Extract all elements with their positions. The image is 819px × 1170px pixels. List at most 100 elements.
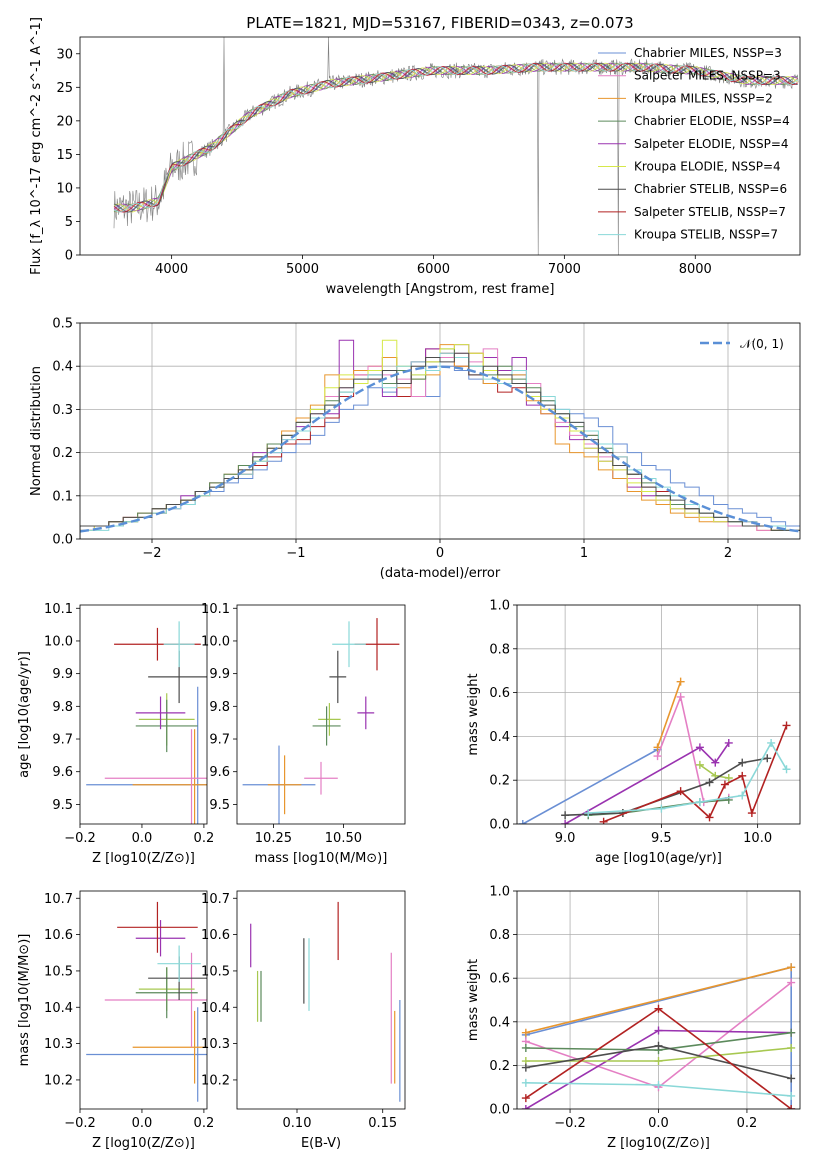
y-tick-label: 0.3 bbox=[52, 403, 73, 418]
mass-weight-line bbox=[603, 725, 788, 823]
mass-weight-marker bbox=[676, 692, 685, 701]
x-axis-label: age [log10(age/yr)] bbox=[595, 851, 722, 866]
x-axis-label: (data-model)/error bbox=[380, 566, 501, 581]
legend-label: Salpeter ELODIE, NSSP=4 bbox=[634, 137, 789, 151]
x-tick-label: 5000 bbox=[286, 262, 319, 277]
mass-weight-marker bbox=[695, 798, 704, 807]
mass-weight-marker bbox=[584, 809, 593, 818]
x-tick-label: 0.15 bbox=[368, 1116, 397, 1131]
y-tick-label: 0.6 bbox=[489, 972, 510, 987]
model-spectrum-line bbox=[113, 62, 798, 213]
legend-label: Chabrier ELODIE, NSSP=4 bbox=[634, 114, 790, 128]
y-tick-label: 0.6 bbox=[489, 686, 510, 701]
mass-weight-vs-metallicity-panel: −0.2 0.0 0.2 0.0 0.2 0.4 0.6 0.8 1.0 Z [log10(Z/Z… bbox=[466, 885, 801, 1151]
mass-weight-marker bbox=[695, 760, 704, 769]
legend-label: 𝒩(0, 1) bbox=[740, 337, 784, 351]
mass-weight-marker bbox=[720, 780, 729, 789]
x-tick-label: 0.2 bbox=[194, 831, 215, 846]
y-tick-label: 10.0 bbox=[44, 634, 73, 649]
y-tick-label: 0.4 bbox=[52, 360, 73, 375]
x-tick-label: 0.2 bbox=[194, 1116, 215, 1131]
mass-weight-marker bbox=[711, 758, 720, 767]
mass-weight-marker bbox=[695, 743, 704, 752]
mass-weight-line bbox=[656, 681, 682, 748]
mass-weight-marker bbox=[521, 1043, 530, 1052]
mass-weight-marker bbox=[654, 1004, 663, 1013]
plot-area bbox=[521, 963, 796, 1109]
y-tick-label: 9.6 bbox=[52, 765, 73, 780]
x-axis-label: Z [log10(Z/Z⊙)] bbox=[607, 1136, 710, 1151]
model-spectrum-line bbox=[113, 62, 798, 213]
y-tick-label: 0.2 bbox=[489, 774, 510, 789]
mass-weight-marker bbox=[521, 1105, 530, 1109]
axes-frame bbox=[79, 322, 801, 540]
age-vs-mass-panel: 10.25 10.50 9.5 9.6 9.7 9.8 9.9 10.0 10.1 mass [l… bbox=[201, 602, 406, 866]
y-tick-label: 20 bbox=[56, 114, 73, 129]
mass-weight-marker bbox=[705, 778, 714, 787]
y-tick-label: 0.1 bbox=[52, 489, 73, 504]
figure-title: PLATE=1821, MJD=53167, FIBERID=0343, z=0… bbox=[246, 14, 633, 32]
y-tick-label: 10.3 bbox=[201, 1037, 230, 1052]
y-tick-label: 9.9 bbox=[52, 667, 73, 682]
model-spectrum-line bbox=[113, 62, 798, 213]
mass-weight-marker bbox=[767, 738, 776, 747]
mass-weight-marker bbox=[705, 813, 714, 822]
y-tick-label: 30 bbox=[56, 47, 73, 62]
y-tick-label: 25 bbox=[56, 81, 73, 96]
model-spectrum-line bbox=[113, 62, 798, 213]
normal-curve bbox=[80, 365, 800, 533]
spectrum-legend: Chabrier MILES, NSSP=3 Salpeter MILES, NS… bbox=[598, 46, 790, 242]
spectrum-panel: 4000 5000 6000 7000 8000 0 5 10 15 20 25 30 waveleng… bbox=[29, 17, 801, 297]
mass-weight-marker bbox=[747, 809, 756, 818]
y-tick-label: 10.1 bbox=[44, 602, 73, 617]
x-tick-label: 0.0 bbox=[132, 831, 153, 846]
mass-weight-line bbox=[564, 742, 730, 824]
y-tick-label: 10.6 bbox=[44, 928, 73, 943]
mass-weight-marker bbox=[738, 791, 747, 800]
y-tick-label: 15 bbox=[56, 148, 73, 163]
x-tick-label: −0.2 bbox=[64, 1116, 96, 1131]
x-tick-label: 10.0 bbox=[743, 831, 772, 846]
mass-weight-marker bbox=[561, 820, 570, 824]
y-tick-label: 10.3 bbox=[44, 1037, 73, 1052]
mass-weight-marker bbox=[787, 1091, 796, 1100]
x-tick-label: 4000 bbox=[155, 262, 188, 277]
y-tick-label: 0.4 bbox=[489, 1015, 510, 1030]
y-tick-label: 9.8 bbox=[52, 700, 73, 715]
mass-weight-line bbox=[525, 966, 792, 1034]
mass-weight-marker bbox=[654, 1081, 663, 1090]
y-axis-label: age [log10(age/yr)] bbox=[17, 651, 32, 778]
mass-weight-line bbox=[588, 741, 788, 814]
x-tick-label: 0.0 bbox=[132, 1116, 153, 1131]
legend-label: Chabrier MILES, NSSP=3 bbox=[634, 46, 782, 60]
x-tick-label: −2 bbox=[142, 546, 161, 561]
mass-weight-marker bbox=[763, 754, 772, 763]
mass-weight-marker bbox=[787, 978, 796, 987]
y-tick-label: 1.0 bbox=[489, 599, 510, 614]
legend-label: Kroupa ELODIE, NSSP=4 bbox=[634, 160, 781, 174]
axes-frame bbox=[79, 890, 208, 1110]
mass-weight-marker bbox=[653, 752, 662, 761]
x-tick-label: 7000 bbox=[548, 262, 581, 277]
mass-weight-marker bbox=[676, 787, 685, 796]
y-tick-label: 9.6 bbox=[209, 765, 230, 780]
legend-label: Chabrier STELIB, NSSP=6 bbox=[634, 182, 787, 196]
mass-weight-marker bbox=[654, 1026, 663, 1035]
legend-label: Kroupa STELIB, NSSP=7 bbox=[634, 228, 778, 242]
y-tick-label: 0.0 bbox=[489, 1103, 510, 1118]
axes-frame bbox=[79, 36, 801, 256]
y-tick-label: 9.8 bbox=[209, 700, 230, 715]
y-tick-label: 10.2 bbox=[201, 1073, 230, 1088]
mass-weight-marker bbox=[787, 1043, 796, 1052]
mass-weight-marker bbox=[654, 1041, 663, 1050]
mass-weight-marker bbox=[782, 765, 791, 774]
x-axis-label: wavelength [Angstrom, rest frame] bbox=[326, 282, 555, 297]
y-tick-label: 0 bbox=[65, 249, 73, 264]
mass-weight-line bbox=[656, 694, 729, 804]
y-axis-label: Flux [f_λ 10^-17 erg cm^-2 s^-1 A^-1] bbox=[29, 17, 44, 275]
mass-weight-marker bbox=[724, 738, 733, 747]
histogram-legend: 𝒩(0, 1) bbox=[700, 337, 784, 351]
y-tick-label: 10.6 bbox=[201, 928, 230, 943]
axes-frame bbox=[236, 604, 406, 825]
y-tick-label: 10.5 bbox=[44, 964, 73, 979]
